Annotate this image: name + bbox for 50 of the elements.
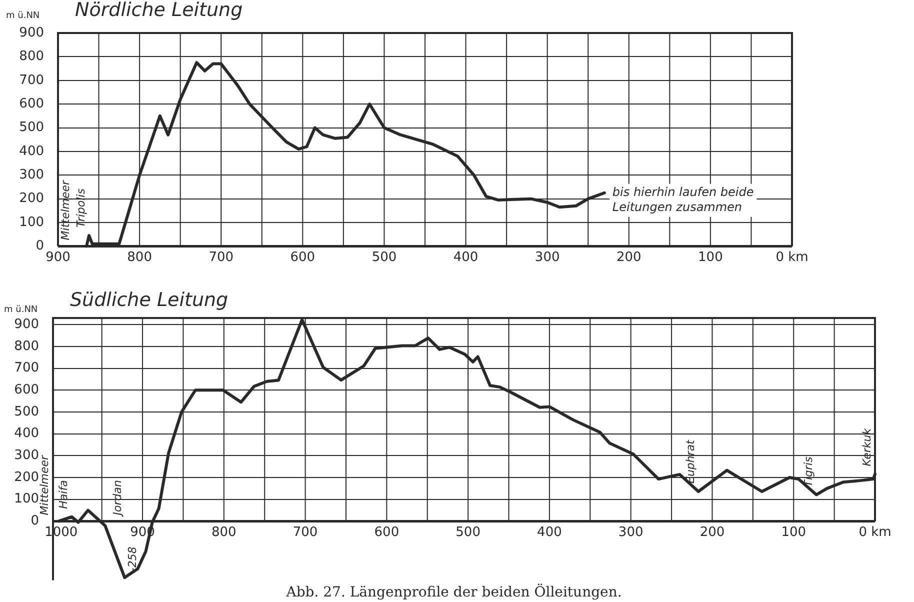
y-tick-label: 100 xyxy=(19,214,44,230)
x-tick-label: 300 xyxy=(534,250,560,266)
y-tick-label: 0 xyxy=(30,514,39,529)
y-axis-title: m ü.NN xyxy=(4,305,38,315)
x-tick-label: 200 xyxy=(616,250,642,266)
y-tick-label: 400 xyxy=(14,426,39,442)
caption: Abb. 27. Längenprofile der beiden Ölleitungen. xyxy=(285,584,622,601)
x-tick-label: 700 xyxy=(292,525,318,540)
y-tick-label: 900 xyxy=(19,25,44,40)
y-tick-label: 800 xyxy=(19,49,44,64)
x-tick-label: 900 xyxy=(46,250,70,266)
y-tick-label: 700 xyxy=(19,72,44,88)
y-tick-label: 200 xyxy=(14,470,39,485)
y-tick-label: 300 xyxy=(19,168,44,183)
y-axis-title: m ü.NN xyxy=(6,11,40,21)
y-tick-label: 100 xyxy=(14,492,39,507)
y-tick-label: 300 xyxy=(14,448,39,464)
text: Mittelmeer xyxy=(38,454,51,516)
y-tick-label: 900 xyxy=(14,316,39,332)
y-tick-label: 0 xyxy=(36,238,44,254)
x-tick-label: 100 xyxy=(698,250,723,266)
y-tick-label: 600 xyxy=(14,382,39,398)
y-tick-label: 600 xyxy=(19,96,44,112)
annotation: Haifa xyxy=(57,480,70,509)
y-tick-label: 500 xyxy=(14,404,39,420)
x-tick-label: 600 xyxy=(290,250,316,266)
x-tick-label: 0 km xyxy=(776,250,808,266)
y-tick-label: 800 xyxy=(14,338,39,354)
x-tick-label: 300 xyxy=(618,525,644,540)
annotation: Mittelmeer xyxy=(58,178,72,240)
y-tick-label: 200 xyxy=(19,191,44,206)
annotation: bis hierhin laufen beide Leitungen zusammen xyxy=(612,185,754,214)
x-tick-label: 100 xyxy=(781,525,806,540)
x-tick-label: 500 xyxy=(456,525,480,540)
x-tick-label: 400 xyxy=(537,525,562,540)
x-tick-label: 600 xyxy=(374,525,400,540)
y-tick-label: 400 xyxy=(19,144,44,159)
x-tick-label: 800 xyxy=(211,525,236,540)
y-tick-label: 700 xyxy=(14,360,39,376)
annotation: Kerkuk xyxy=(860,428,874,466)
annotation: -258 xyxy=(126,546,139,572)
x-tick-label: 400 xyxy=(453,250,478,266)
chart-title: Südliche Leitung xyxy=(70,289,228,311)
x-tick-label: 0 km xyxy=(858,525,892,540)
x-tick-label: 800 xyxy=(127,250,152,266)
x-tick-label: 500 xyxy=(372,250,397,266)
y-tick-label: 500 xyxy=(19,120,44,136)
chart-title: Nördliche Leitung xyxy=(75,0,243,21)
x-tick-label: 200 xyxy=(700,525,725,540)
x-tick-label: 700 xyxy=(208,250,234,266)
